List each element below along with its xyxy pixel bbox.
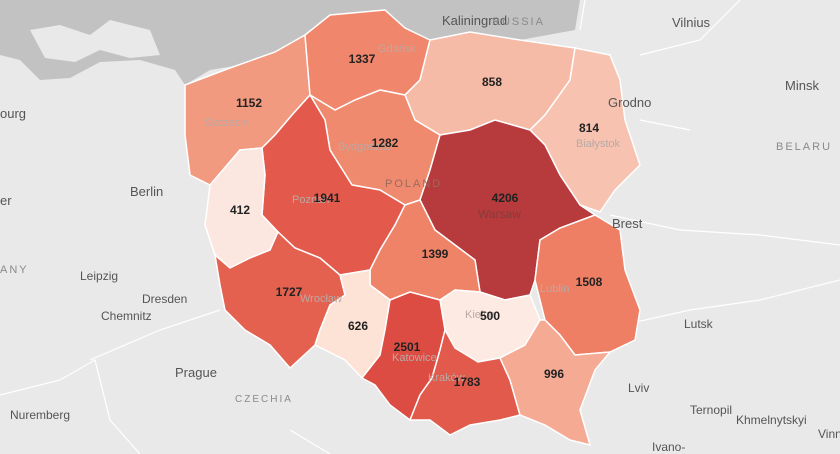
label-ivano: Ivano- (652, 440, 685, 454)
value-pomorskie: 1337 (349, 52, 376, 66)
label-berlin: Berlin (130, 184, 163, 199)
label-vinn: Vinn (818, 427, 840, 441)
label-grodno: Grodno (608, 95, 651, 110)
value-wielkopolskie: 1941 (314, 191, 341, 205)
label-nuremberg: Nuremberg (10, 408, 70, 422)
label-lublin: Lublin (540, 283, 569, 295)
place-labels: Kaliningrad RUSSIA Vilnius Minsk BELARU … (0, 13, 840, 454)
label-russia: RUSSIA (492, 16, 545, 28)
label-burg: ourg (0, 106, 26, 121)
value-dolnoslaskie: 1727 (276, 285, 303, 299)
label-vilnius: Vilnius (672, 15, 711, 30)
value-mazowieckie: 4206 (492, 191, 519, 205)
value-malopolskie: 1783 (454, 375, 481, 389)
regions (184, 9, 641, 447)
value-warminsko-mazurskie: 858 (482, 75, 502, 89)
region-podkarpackie[interactable] (499, 319, 612, 447)
region-podlaskie[interactable] (528, 47, 641, 213)
label-wroclaw: Wrocław (300, 293, 342, 305)
label-khmelnytskyi: Khmelnytskyi (736, 413, 807, 427)
label-bialystok: Białystok (576, 138, 621, 150)
value-opolskie: 626 (348, 319, 368, 333)
label-bydgoszcz: Bydgoszcz (338, 141, 391, 153)
label-szczecin: Szczecin (205, 117, 249, 129)
value-podlaskie: 814 (579, 121, 599, 135)
label-prague: Prague (175, 365, 217, 380)
value-swietokrzyskie: 500 (480, 309, 500, 323)
label-gdansk: Gdańsk (378, 43, 416, 55)
value-lubuskie: 412 (230, 203, 250, 217)
baltic-sea (0, 0, 580, 85)
label-any: ANY (0, 264, 29, 276)
region-malopolskie[interactable] (408, 327, 521, 436)
label-dresden: Dresden (142, 292, 187, 306)
label-chemnitz: Chemnitz (101, 309, 152, 323)
label-katowice: Katowice (392, 352, 437, 364)
label-belarus: BELARU (776, 141, 832, 153)
value-podkarpackie: 996 (544, 367, 564, 381)
value-lodzkie: 1399 (422, 247, 449, 261)
label-poznan: Poznań (292, 194, 329, 206)
label-kaliningrad: Kaliningrad (442, 13, 507, 28)
value-kujawsko-pomorskie: 1282 (372, 136, 399, 150)
label-warsaw: Warsaw (478, 207, 521, 221)
danish-islands (30, 20, 160, 62)
value-labels: 1152 1337 858 814 1282 1941 412 4206 139… (230, 52, 603, 389)
value-lubelskie: 1508 (576, 275, 603, 289)
label-leipzig: Leipzig (80, 269, 118, 283)
value-slaskie: 2501 (394, 340, 421, 354)
label-er: er (0, 193, 12, 208)
label-minsk: Minsk (785, 78, 819, 93)
label-ternopil: Ternopil (690, 403, 732, 417)
label-brest: Brest (612, 216, 643, 231)
label-kielce: Kielce (465, 309, 495, 321)
label-krakow: Kraków (428, 372, 465, 384)
label-poland: POLAND (385, 178, 442, 190)
label-lviv: Lviv (628, 381, 649, 395)
label-czechia: CZECHIA (235, 394, 293, 405)
value-zachodniopomorskie: 1152 (236, 96, 262, 110)
label-lutsk: Lutsk (684, 317, 714, 331)
